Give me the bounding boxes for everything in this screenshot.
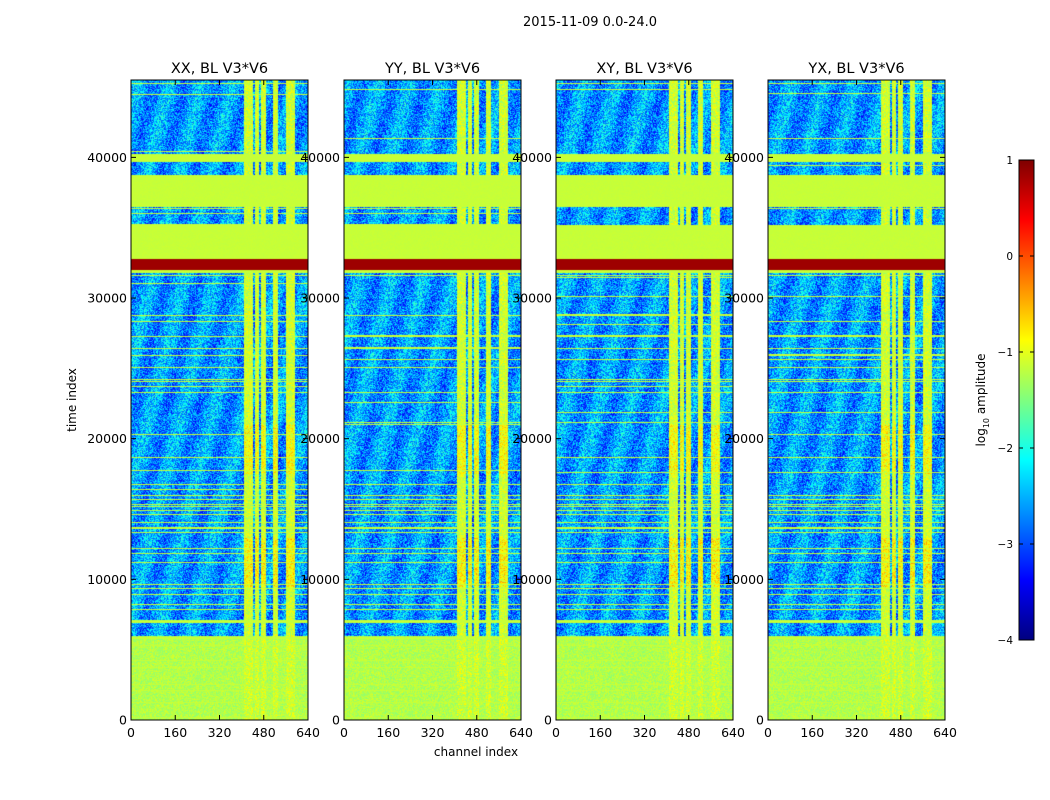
y-tick-label: 40000: [512, 150, 552, 165]
y-tick-label: 20000: [300, 431, 340, 446]
panel-title: YX, BL V3*V6: [807, 61, 904, 77]
x-tick-label: 480: [252, 725, 276, 740]
y-tick-label: 20000: [87, 431, 127, 446]
panel-2: YY, BL V3*V6 0 160 320 480 640 0 10000 20000 3000…: [300, 61, 533, 740]
colorbar-tick-label: −4: [998, 635, 1014, 647]
heatmap-image: [344, 80, 521, 720]
x-tick-label: 160: [588, 725, 612, 740]
x-tick-label: 160: [376, 725, 400, 740]
panel-1: XX, BL V3*V6 0 160 320 480 640 0 10000 20000 3000…: [87, 61, 320, 740]
y-tick-label: 10000: [512, 572, 552, 587]
colorbar-tick-label: 0: [1006, 251, 1013, 263]
heatmap-image: [131, 80, 308, 720]
x-tick-label: 320: [845, 725, 869, 740]
x-axis-label: channel index: [434, 745, 518, 759]
y-tick-label: 40000: [300, 150, 340, 165]
x-tick-label: 480: [465, 725, 489, 740]
panel-4: YX, BL V3*V6 0 160 320 480 640 0 10000 20000 3000…: [724, 61, 957, 740]
colorbar-tick-label: 1: [1006, 155, 1013, 167]
x-tick-label: 320: [421, 725, 445, 740]
y-tick-label: 10000: [724, 572, 764, 587]
x-tick-label: 640: [721, 725, 745, 740]
colorbar-label: log10 amplitude: [974, 354, 991, 447]
x-tick-label: 0: [340, 725, 348, 740]
y-tick-label: 30000: [87, 291, 127, 306]
panel-title: XY, BL V3*V6: [596, 61, 692, 77]
x-tick-label: 160: [163, 725, 187, 740]
colorbar-tick-label: −2: [998, 443, 1013, 455]
x-tick-label: 640: [933, 725, 957, 740]
x-tick-label: 0: [127, 725, 135, 740]
x-tick-label: 0: [764, 725, 772, 740]
panel-3: XY, BL V3*V6 0 160 320 480 640 0 10000 20000 3000…: [512, 61, 745, 740]
colorbar-gradient: [1018, 159, 1035, 641]
x-tick-label: 640: [296, 725, 320, 740]
y-tick-label: 20000: [724, 431, 764, 446]
heatmap-image: [556, 80, 733, 720]
y-tick-label: 0: [756, 713, 764, 728]
panel-title: YY, BL V3*V6: [384, 61, 480, 77]
y-tick-label: 10000: [87, 572, 127, 587]
colorbar-tick-label: −3: [998, 539, 1013, 551]
x-tick-label: 320: [633, 725, 657, 740]
colorbar: 1 0 −1 −2 −3 −4 log10 amplitude: [974, 155, 1035, 647]
figure-title: 2015-11-09 0.0-24.0: [523, 15, 657, 30]
y-tick-label: 0: [119, 713, 127, 728]
y-tick-label: 30000: [300, 291, 340, 306]
y-tick-label: 30000: [724, 291, 764, 306]
x-tick-label: 320: [208, 725, 232, 740]
panel-title: XX, BL V3*V6: [171, 61, 268, 77]
x-tick-label: 640: [509, 725, 533, 740]
y-axis-label: time index: [65, 368, 79, 432]
heatmap-image: [768, 80, 945, 720]
y-tick-label: 0: [544, 713, 552, 728]
colorbar-tick-label: −1: [998, 347, 1013, 359]
x-tick-label: 480: [889, 725, 913, 740]
panels-group: XX, BL V3*V6 0 160 320 480 640 0 10000 20000 3000…: [87, 61, 957, 740]
x-tick-label: 160: [800, 725, 824, 740]
y-tick-label: 40000: [87, 150, 127, 165]
y-tick-label: 30000: [512, 291, 552, 306]
y-tick-label: 0: [332, 713, 340, 728]
y-tick-label: 10000: [300, 572, 340, 587]
y-tick-label: 20000: [512, 431, 552, 446]
y-tick-label: 40000: [724, 150, 764, 165]
x-tick-label: 0: [552, 725, 560, 740]
x-tick-label: 480: [677, 725, 701, 740]
